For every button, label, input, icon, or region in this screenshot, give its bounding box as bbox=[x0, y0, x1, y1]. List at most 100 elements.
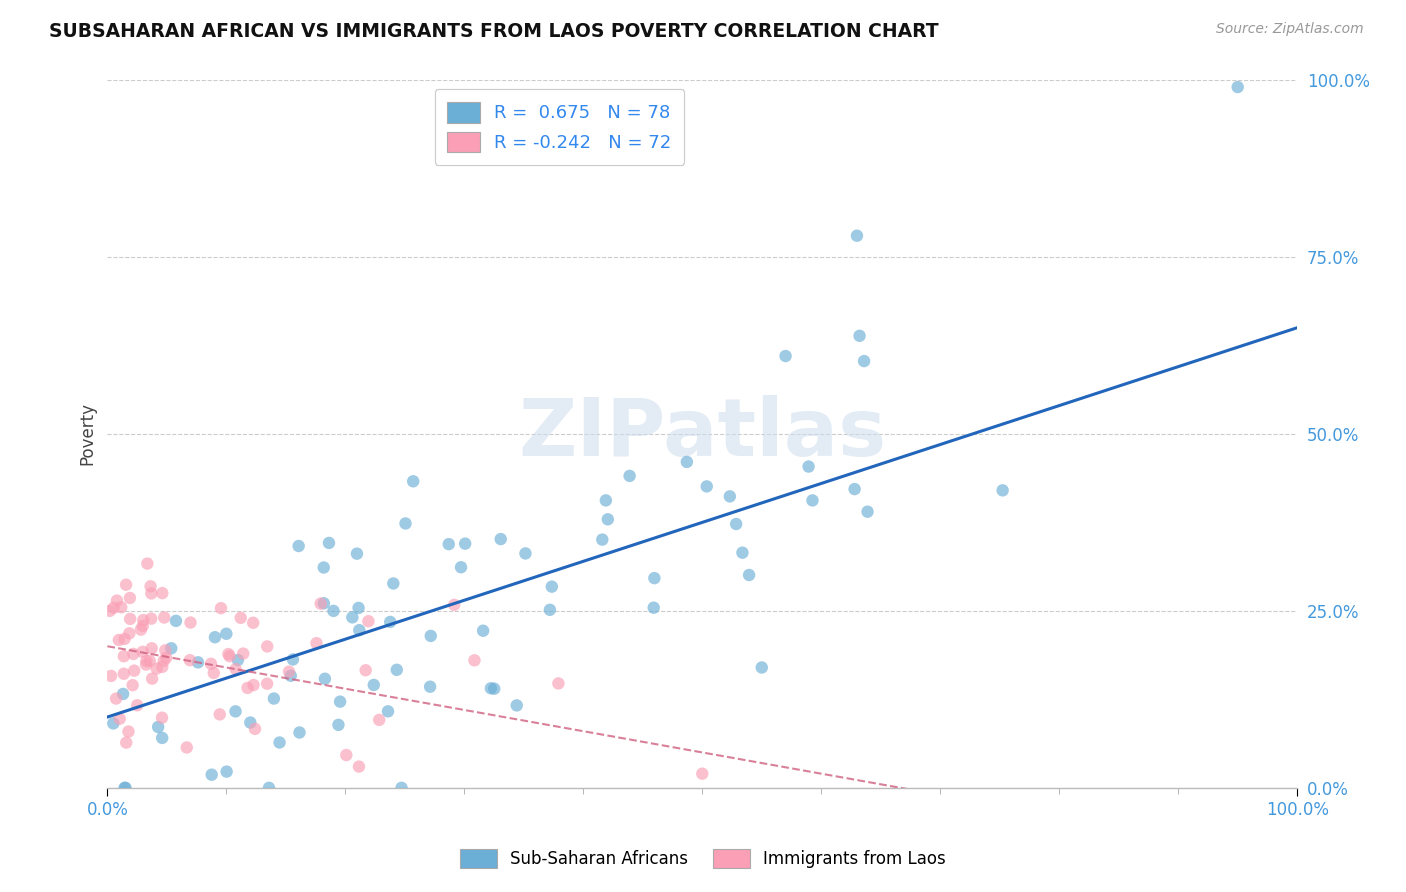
Point bbox=[105, 691, 128, 706]
Point bbox=[112, 649, 135, 664]
Point bbox=[342, 610, 364, 624]
Point bbox=[437, 537, 460, 551]
Point bbox=[382, 576, 405, 591]
Point bbox=[187, 656, 209, 670]
Point bbox=[540, 580, 562, 594]
Point bbox=[150, 586, 173, 600]
Point bbox=[243, 722, 266, 736]
Point bbox=[209, 601, 232, 615]
Point bbox=[643, 571, 665, 585]
Point bbox=[135, 657, 157, 672]
Point bbox=[242, 615, 264, 630]
Point bbox=[208, 707, 231, 722]
Point bbox=[127, 698, 149, 713]
Point bbox=[515, 546, 537, 560]
Point bbox=[797, 459, 820, 474]
Point bbox=[846, 228, 869, 243]
Point bbox=[135, 654, 157, 668]
Point bbox=[236, 681, 259, 695]
Point bbox=[141, 641, 163, 656]
Legend: Sub-Saharan Africans, Immigrants from Laos: Sub-Saharan Africans, Immigrants from La… bbox=[454, 843, 952, 875]
Point bbox=[472, 624, 495, 638]
Point bbox=[596, 512, 619, 526]
Point bbox=[506, 698, 529, 713]
Point bbox=[239, 715, 262, 730]
Point bbox=[312, 560, 335, 574]
Point bbox=[122, 647, 145, 661]
Point bbox=[242, 678, 264, 692]
Point bbox=[288, 725, 311, 739]
Point bbox=[347, 601, 370, 615]
Point bbox=[129, 623, 152, 637]
Point bbox=[269, 735, 291, 749]
Point bbox=[368, 713, 391, 727]
Point bbox=[848, 328, 870, 343]
Point bbox=[280, 669, 302, 683]
Point bbox=[402, 475, 425, 489]
Point bbox=[141, 586, 163, 600]
Point bbox=[115, 578, 138, 592]
Point bbox=[263, 691, 285, 706]
Point bbox=[775, 349, 797, 363]
Y-axis label: Poverty: Poverty bbox=[79, 402, 96, 466]
Point bbox=[136, 557, 159, 571]
Point bbox=[349, 623, 371, 637]
Legend: R =  0.675   N = 78, R = -0.242   N = 72: R = 0.675 N = 78, R = -0.242 N = 72 bbox=[434, 89, 685, 165]
Point bbox=[179, 615, 201, 630]
Point bbox=[150, 660, 173, 674]
Point bbox=[844, 482, 866, 496]
Point bbox=[146, 720, 169, 734]
Point bbox=[114, 780, 136, 795]
Point bbox=[132, 619, 155, 633]
Point bbox=[132, 613, 155, 627]
Point bbox=[718, 489, 741, 503]
Point bbox=[354, 663, 377, 677]
Point bbox=[179, 653, 201, 667]
Point bbox=[450, 560, 472, 574]
Point bbox=[115, 736, 138, 750]
Point bbox=[347, 759, 370, 773]
Point bbox=[141, 612, 163, 626]
Point bbox=[108, 712, 131, 726]
Point bbox=[322, 604, 344, 618]
Point bbox=[856, 505, 879, 519]
Point bbox=[152, 654, 174, 668]
Point bbox=[122, 664, 145, 678]
Text: SUBSAHARAN AFRICAN VS IMMIGRANTS FROM LAOS POVERTY CORRELATION CHART: SUBSAHARAN AFRICAN VS IMMIGRANTS FROM LA… bbox=[49, 22, 939, 41]
Point bbox=[419, 680, 441, 694]
Point bbox=[131, 645, 153, 659]
Point bbox=[139, 654, 162, 668]
Point bbox=[991, 483, 1014, 498]
Point bbox=[676, 455, 699, 469]
Point bbox=[309, 597, 332, 611]
Point bbox=[176, 740, 198, 755]
Point bbox=[145, 662, 167, 676]
Point bbox=[278, 665, 301, 679]
Point bbox=[217, 647, 239, 661]
Point bbox=[225, 704, 247, 718]
Point bbox=[118, 591, 141, 605]
Point bbox=[103, 600, 125, 615]
Point bbox=[305, 636, 328, 650]
Point bbox=[165, 614, 187, 628]
Point bbox=[117, 724, 139, 739]
Point bbox=[463, 653, 485, 667]
Point bbox=[595, 493, 617, 508]
Point bbox=[155, 643, 177, 657]
Point bbox=[329, 695, 352, 709]
Point bbox=[346, 547, 368, 561]
Point bbox=[153, 610, 176, 624]
Point bbox=[120, 612, 142, 626]
Point bbox=[112, 687, 135, 701]
Point bbox=[257, 780, 280, 795]
Point bbox=[314, 672, 336, 686]
Point bbox=[287, 539, 309, 553]
Point bbox=[690, 766, 713, 780]
Point bbox=[484, 681, 506, 696]
Point bbox=[619, 468, 641, 483]
Point bbox=[538, 603, 561, 617]
Point bbox=[112, 666, 135, 681]
Point bbox=[328, 718, 350, 732]
Point bbox=[547, 676, 569, 690]
Point bbox=[108, 632, 131, 647]
